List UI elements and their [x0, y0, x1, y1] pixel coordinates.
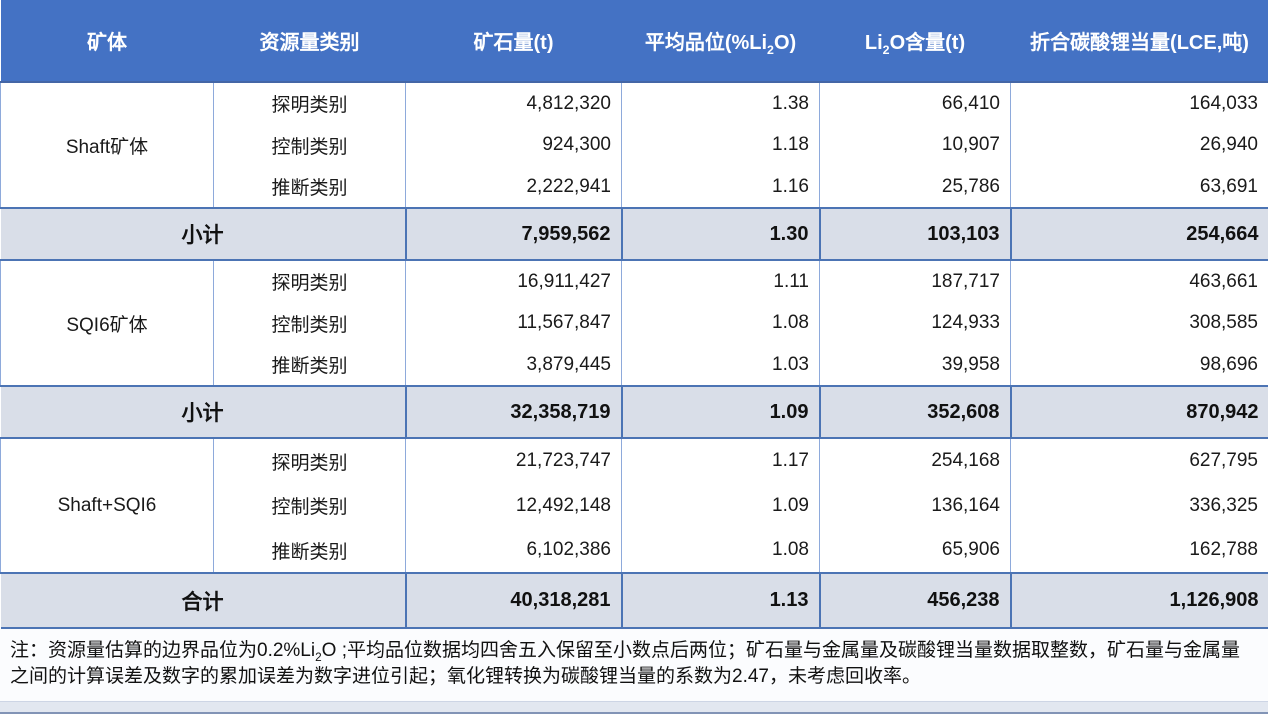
avg-grade-cell: 1.30: [621, 207, 821, 261]
avg-grade-cell: 1.18: [621, 124, 820, 166]
li2o-content-cell: 352,608: [819, 385, 1012, 439]
subtotal-label: 小计: [0, 207, 407, 261]
avg-grade-cell: 1.17: [621, 438, 820, 483]
table-row: 推断类别 6,102,386 1.08 65,906 162,788: [1, 528, 1268, 573]
lce-cell: 336,325: [1010, 483, 1268, 528]
lce-cell: 164,033: [1010, 82, 1268, 124]
ore-body-cell: Shaft矿体: [0, 82, 214, 208]
subtotal-row: 小计 32,358,719 1.09 352,608 870,942: [0, 385, 1268, 439]
table-row: 控制类别 11,567,847 1.08 124,933 308,585: [1, 302, 1268, 344]
table-row: 控制类别 12,492,148 1.09 136,164 336,325: [1, 483, 1268, 528]
category-cell: 推断类别: [213, 344, 406, 386]
lce-cell: 254,664: [1010, 207, 1268, 261]
table-row: 推断类别 3,879,445 1.03 39,958 98,696: [1, 344, 1268, 386]
col-header-resource-category: 资源量类别: [213, 0, 406, 83]
lce-cell: 308,585: [1010, 302, 1268, 344]
table-row: Shaft+SQI6 探明类别 21,723,747 1.17 254,168 …: [0, 438, 1268, 573]
col-header-average-grade: 平均品位(%Li2O): [621, 0, 820, 83]
ore-tonnage-cell: 924,300: [405, 124, 622, 166]
ore-tonnage-cell: 16,911,427: [405, 260, 622, 302]
lce-cell: 1,126,908: [1010, 572, 1268, 629]
lce-cell: 98,696: [1010, 344, 1268, 386]
li2o-content-cell: 187,717: [819, 260, 1011, 302]
li2o-content-cell: 254,168: [819, 438, 1011, 483]
category-cell: 探明类别: [213, 82, 406, 124]
footnote: 注：资源量估算的边界品位为0.2%Li2O ;平均品位数据均四舍五入保留至小数点…: [0, 629, 1268, 701]
category-cell: 控制类别: [213, 302, 406, 344]
li2o-content-cell: 456,238: [819, 572, 1012, 629]
lce-cell: 627,795: [1010, 438, 1268, 483]
table-row: 推断类别 2,222,941 1.16 25,786 63,691: [1, 166, 1268, 208]
li2o-content-cell: 66,410: [819, 82, 1011, 124]
category-cell: 控制类别: [213, 124, 406, 166]
li2o-content-cell: 136,164: [819, 483, 1011, 528]
table-row: 控制类别 924,300 1.18 10,907 26,940: [1, 124, 1268, 166]
lce-cell: 463,661: [1010, 260, 1268, 302]
table-row: Shaft矿体 探明类别 4,812,320 1.38 66,410 164,0…: [0, 82, 1268, 208]
category-cell: 探明类别: [213, 260, 406, 302]
ore-tonnage-cell: 12,492,148: [405, 483, 622, 528]
category-cell: 控制类别: [213, 483, 406, 528]
category-cell: 推断类别: [213, 528, 406, 573]
ore-tonnage-cell: 32,358,719: [405, 385, 623, 439]
lce-cell: 870,942: [1010, 385, 1268, 439]
lce-cell: 162,788: [1010, 528, 1268, 573]
ore-tonnage-cell: 11,567,847: [405, 302, 622, 344]
li2o-content-cell: 65,906: [819, 528, 1011, 573]
avg-grade-cell: 1.16: [621, 166, 820, 208]
ore-body-cell: Shaft+SQI6: [0, 438, 214, 573]
ore-tonnage-cell: 6,102,386: [405, 528, 622, 573]
category-cell: 探明类别: [213, 438, 406, 483]
ore-tonnage-cell: 4,812,320: [405, 82, 622, 124]
li2o-content-cell: 25,786: [819, 166, 1011, 208]
resource-table: 矿体 资源量类别 矿石量(t) 平均品位(%Li2O) Li2O含量(t) 折合…: [0, 0, 1268, 629]
ore-tonnage-cell: 2,222,941: [405, 166, 622, 208]
grand-total-label: 合计: [0, 572, 407, 629]
avg-grade-cell: 1.38: [621, 82, 820, 124]
avg-grade-cell: 1.03: [621, 344, 820, 386]
grand-total-row: 合计 40,318,281 1.13 456,238 1,126,908: [0, 572, 1268, 629]
subtotal-row: 小计 7,959,562 1.30 103,103 254,664: [0, 207, 1268, 261]
avg-grade-cell: 1.13: [621, 572, 821, 629]
avg-grade-cell: 1.11: [621, 260, 820, 302]
col-header-li2o-content: Li2O含量(t): [819, 0, 1011, 83]
li2o-content-cell: 103,103: [819, 207, 1012, 261]
col-header-ore-body: 矿体: [0, 0, 214, 83]
ore-tonnage-cell: 3,879,445: [405, 344, 622, 386]
avg-grade-cell: 1.09: [621, 385, 821, 439]
bottom-strip: [0, 701, 1268, 714]
avg-grade-cell: 1.09: [621, 483, 820, 528]
table-row: SQI6矿体 探明类别 16,911,427 1.11 187,717 463,…: [0, 260, 1268, 386]
header-row: 矿体 资源量类别 矿石量(t) 平均品位(%Li2O) Li2O含量(t) 折合…: [0, 0, 1268, 83]
lce-cell: 26,940: [1010, 124, 1268, 166]
category-cell: 推断类别: [213, 166, 406, 208]
li2o-content-cell: 124,933: [819, 302, 1011, 344]
li2o-content-cell: 10,907: [819, 124, 1011, 166]
avg-grade-cell: 1.08: [621, 302, 820, 344]
lce-cell: 63,691: [1010, 166, 1268, 208]
col-header-ore-tonnage: 矿石量(t): [405, 0, 622, 83]
avg-grade-cell: 1.08: [621, 528, 820, 573]
ore-body-cell: SQI6矿体: [0, 260, 214, 386]
subtotal-label: 小计: [0, 385, 407, 439]
li2o-content-cell: 39,958: [819, 344, 1011, 386]
ore-tonnage-cell: 21,723,747: [405, 438, 622, 483]
ore-tonnage-cell: 7,959,562: [405, 207, 623, 261]
col-header-lce-equivalent: 折合碳酸锂当量(LCE,吨): [1010, 0, 1268, 83]
ore-tonnage-cell: 40,318,281: [405, 572, 623, 629]
